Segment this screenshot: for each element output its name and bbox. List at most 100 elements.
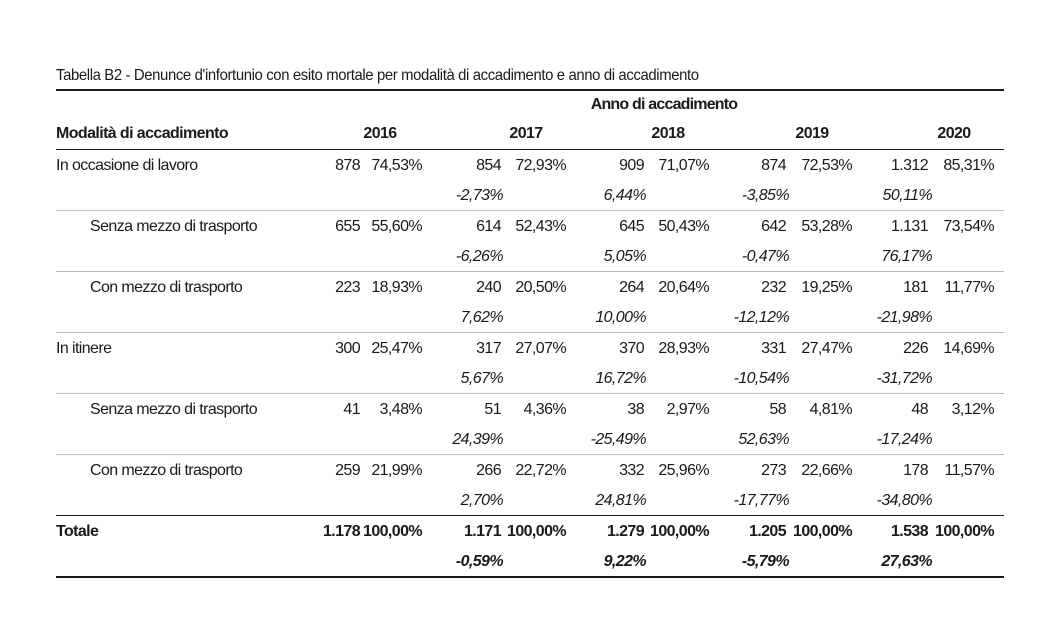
count-cell: 240 bbox=[476, 278, 502, 296]
change-cell: 76,17% bbox=[881, 247, 932, 265]
table-body: In occasione di lavoro 878 74,53% 854 72,93%… bbox=[56, 150, 1004, 578]
change-cell: 9,22% bbox=[603, 552, 647, 570]
count-cell: 874 bbox=[761, 156, 787, 174]
count-cell: 232 bbox=[761, 278, 787, 296]
count-cell: 266 bbox=[476, 461, 502, 479]
row-divider bbox=[56, 332, 1004, 333]
percent-cell: 74,53% bbox=[371, 156, 422, 174]
row-divider bbox=[56, 515, 1004, 516]
change-cell: 5,05% bbox=[603, 247, 647, 265]
percent-cell: 3,48% bbox=[379, 400, 423, 418]
change-cell: 10,00% bbox=[595, 308, 646, 326]
percent-cell: 72,93% bbox=[515, 156, 566, 174]
group-header-label: Anno di accadimento bbox=[590, 95, 738, 113]
percent-cell: 3,12% bbox=[951, 400, 995, 418]
percent-cell: 20,64% bbox=[658, 278, 709, 296]
top-rule bbox=[56, 89, 1004, 91]
row-divider bbox=[56, 454, 1004, 455]
count-cell: 181 bbox=[903, 278, 929, 296]
year-header: 2017 bbox=[509, 124, 543, 142]
change-cell: -0,59% bbox=[455, 552, 504, 570]
count-cell: 1.312 bbox=[890, 156, 929, 174]
row-divider bbox=[56, 271, 1004, 272]
count-cell: 645 bbox=[619, 217, 645, 235]
count-cell: 614 bbox=[476, 217, 502, 235]
count-cell: 1.178 bbox=[322, 522, 361, 540]
year-header: 2020 bbox=[937, 124, 971, 142]
percent-cell: 21,99% bbox=[371, 461, 422, 479]
change-cell: 24,81% bbox=[595, 491, 646, 509]
count-cell: 854 bbox=[476, 156, 502, 174]
change-row: 7,62% 10,00% -12,12% -21,98% bbox=[56, 303, 1004, 332]
percent-cell: 25,47% bbox=[371, 339, 422, 357]
change-cell: -3,85% bbox=[741, 186, 790, 204]
percent-cell: 71,07% bbox=[658, 156, 709, 174]
change-row: 2,70% 24,81% -17,77% -34,80% bbox=[56, 486, 1004, 515]
percent-cell: 2,97% bbox=[666, 400, 710, 418]
change-row: -2,73% 6,44% -3,85% 50,11% bbox=[56, 181, 1004, 210]
table-row: Con mezzo di trasporto 259 21,99% 266 22,72%… bbox=[56, 455, 1004, 486]
table-row: Totale 1.178 100,00% 1.171 100,00% 1.279 100,0… bbox=[56, 516, 1004, 547]
count-cell: 273 bbox=[761, 461, 787, 479]
table-row: In itinere 300 25,47% 317 27,07% 370 28,93% 331… bbox=[56, 333, 1004, 364]
row-label: Totale bbox=[56, 522, 99, 540]
percent-cell: 25,96% bbox=[658, 461, 709, 479]
count-cell: 48 bbox=[911, 400, 928, 418]
change-row: -0,59% 9,22% -5,79% 27,63% bbox=[56, 547, 1004, 576]
change-cell: -2,73% bbox=[455, 186, 504, 204]
count-cell: 655 bbox=[335, 217, 361, 235]
percent-cell: 4,81% bbox=[809, 400, 853, 418]
change-cell: 50,11% bbox=[882, 186, 933, 204]
percent-cell: 22,66% bbox=[801, 461, 852, 479]
group-header-row: Anno di accadimento bbox=[56, 91, 1004, 118]
year-header: 2016 bbox=[363, 124, 397, 142]
bottom-rule bbox=[56, 576, 1004, 578]
change-cell: -0,47% bbox=[741, 247, 790, 265]
percent-cell: 85,31% bbox=[943, 156, 994, 174]
change-row: -6,26% 5,05% -0,47% 76,17% bbox=[56, 242, 1004, 271]
accident-table: Tabella B2 - Denunce d'infortunio con es… bbox=[56, 62, 1004, 578]
table-row: In occasione di lavoro 878 74,53% 854 72,93%… bbox=[56, 150, 1004, 181]
change-cell: -10,54% bbox=[733, 369, 790, 387]
row-label: Senza mezzo di trasporto bbox=[90, 400, 258, 418]
year-header: 2019 bbox=[795, 124, 829, 142]
count-cell: 1.131 bbox=[890, 217, 929, 235]
table-row: Senza mezzo di trasporto 41 3,48% 51 4,36% 38… bbox=[56, 394, 1004, 425]
change-cell: 24,39% bbox=[452, 430, 503, 448]
count-cell: 370 bbox=[619, 339, 645, 357]
percent-cell: 18,93% bbox=[371, 278, 422, 296]
row-label: Senza mezzo di trasporto bbox=[90, 217, 258, 235]
percent-cell: 100,00% bbox=[793, 522, 853, 540]
percent-cell: 27,07% bbox=[515, 339, 566, 357]
count-cell: 332 bbox=[619, 461, 645, 479]
count-cell: 51 bbox=[484, 400, 501, 418]
count-cell: 909 bbox=[619, 156, 645, 174]
row-label-header: Modalità di accadimento bbox=[56, 124, 229, 142]
percent-cell: 73,54% bbox=[943, 217, 994, 235]
change-cell: 52,63% bbox=[738, 430, 789, 448]
change-cell: -34,80% bbox=[876, 491, 933, 509]
table-row: Senza mezzo di trasporto 655 55,60% 614 52,4… bbox=[56, 211, 1004, 242]
count-cell: 878 bbox=[335, 156, 361, 174]
count-cell: 300 bbox=[335, 339, 361, 357]
row-label: In occasione di lavoro bbox=[56, 156, 198, 174]
change-cell: -25,49% bbox=[590, 430, 647, 448]
percent-cell: 100,00% bbox=[507, 522, 567, 540]
change-cell: -12,12% bbox=[733, 308, 790, 326]
percent-cell: 11,77% bbox=[944, 278, 995, 296]
count-cell: 331 bbox=[761, 339, 787, 357]
percent-cell: 50,43% bbox=[658, 217, 709, 235]
change-cell: -17,24% bbox=[876, 430, 933, 448]
table-title: Tabella B2 - Denunce d'infortunio con es… bbox=[56, 67, 699, 84]
row-label: In itinere bbox=[56, 339, 112, 357]
percent-cell: 27,47% bbox=[801, 339, 852, 357]
count-cell: 259 bbox=[335, 461, 361, 479]
change-cell: -21,98% bbox=[876, 308, 933, 326]
count-cell: 41 bbox=[343, 400, 360, 418]
count-cell: 264 bbox=[619, 278, 645, 296]
count-cell: 38 bbox=[627, 400, 644, 418]
percent-cell: 14,69% bbox=[943, 339, 994, 357]
percent-cell: 19,25% bbox=[801, 278, 852, 296]
change-cell: -5,79% bbox=[741, 552, 790, 570]
change-cell: -17,77% bbox=[733, 491, 790, 509]
